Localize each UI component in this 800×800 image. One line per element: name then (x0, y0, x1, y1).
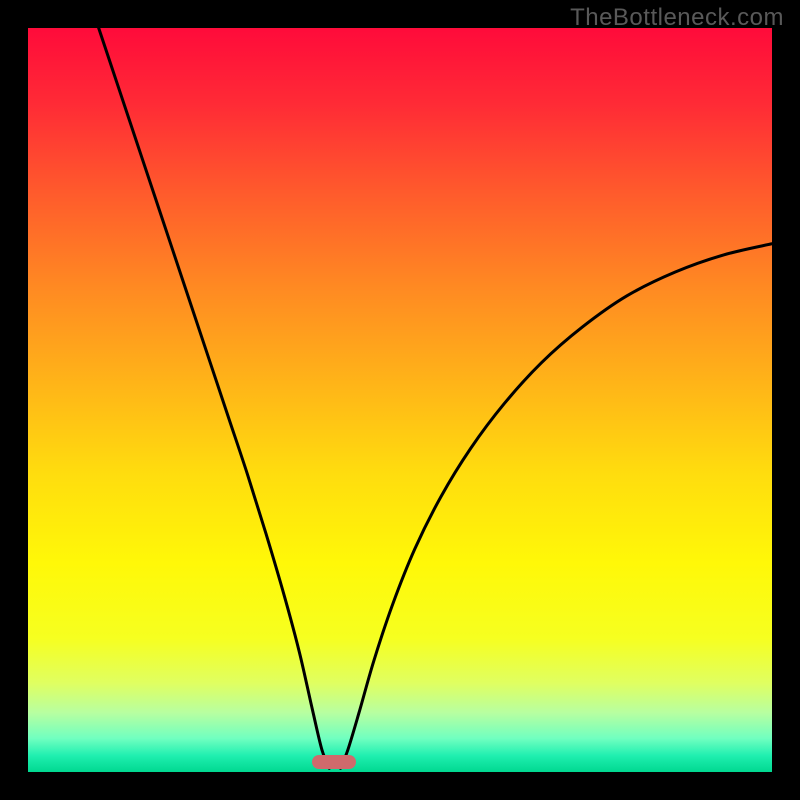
plot-area (28, 28, 772, 772)
bottleneck-curve (28, 28, 772, 772)
chart-root: TheBottleneck.com (0, 0, 800, 800)
optimum-marker (312, 755, 356, 769)
watermark-text: TheBottleneck.com (570, 4, 784, 32)
